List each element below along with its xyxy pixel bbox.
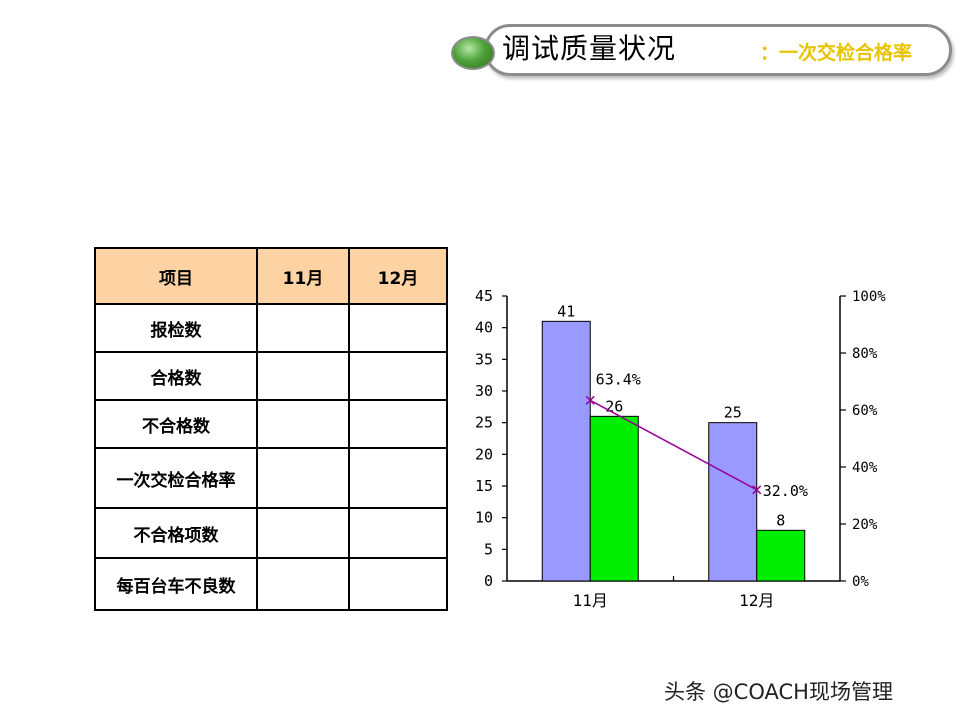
title-banner: [484, 24, 952, 76]
row-label: 不合格项数: [94, 507, 258, 559]
y2-tick-label: 20%: [852, 517, 878, 533]
row-label: 一次交检合格率: [94, 447, 258, 509]
y-tick-label: 20: [475, 445, 493, 463]
quality-table: 项目 11月 12月 报检数 合格数 不合格数 一次交检合格率 不合格项数 每百…: [94, 247, 448, 611]
x-tick-label: 12月: [739, 591, 774, 610]
bar: [541, 320, 591, 582]
page-subtitle: ：一次交检合格率: [760, 42, 913, 64]
cell-nov: [256, 507, 350, 559]
cell-dec: [348, 399, 448, 449]
y-tick-label: 35: [475, 350, 493, 368]
cell-nov: [256, 303, 350, 353]
row-label: 报检数: [94, 303, 258, 353]
rate-line: [589, 399, 758, 491]
title-ball-icon: [451, 36, 495, 70]
watermark: 头条 @COACH现场管理: [664, 680, 893, 704]
y-tick-label: 15: [475, 477, 493, 495]
cell-dec: [348, 557, 448, 611]
rate-label: 32.0%: [763, 482, 808, 500]
row-label: 合格数: [94, 351, 258, 401]
cell-nov: [256, 351, 350, 401]
table-row: 合格数: [94, 351, 448, 401]
page-title: 调试质量状况: [502, 32, 677, 65]
rate-point: [752, 485, 762, 495]
rate-point: [585, 395, 595, 405]
bar-value-label: 8: [776, 511, 785, 529]
bar: [756, 529, 806, 582]
table-row: 不合格数: [94, 399, 448, 449]
row-label: 每百台车不良数: [94, 557, 258, 611]
y-tick-label: 30: [475, 382, 493, 400]
y-tick-label: 25: [475, 414, 493, 432]
y2-tick-label: 80%: [852, 346, 878, 362]
y2-tick-label: 100%: [852, 289, 886, 305]
y-tick-label: 0: [484, 572, 493, 590]
table-row: 报检数: [94, 303, 448, 353]
table-row: 每百台车不良数: [94, 557, 448, 611]
table-header-row: 项目 11月 12月: [94, 247, 448, 305]
y-tick-label: 10: [475, 509, 493, 527]
rate-label: 63.4%: [596, 370, 641, 388]
table-row: 不合格项数: [94, 507, 448, 559]
cell-dec: [348, 303, 448, 353]
table-row: 一次交检合格率: [94, 447, 448, 509]
x-tick-label: 11月: [573, 591, 608, 610]
cell-dec: [348, 447, 448, 509]
bar-value-label: 41: [557, 302, 575, 320]
cell-dec: [348, 507, 448, 559]
y2-tick-label: 60%: [852, 403, 878, 419]
bar: [589, 415, 639, 582]
y2-tick-label: 40%: [852, 460, 878, 476]
y-tick-label: 40: [475, 319, 493, 337]
y2-tick-label: 0%: [852, 574, 869, 590]
y-tick-label: 5: [484, 540, 493, 558]
y-tick-label: 45: [475, 287, 493, 305]
bar: [708, 422, 758, 582]
bar-value-label: 25: [724, 404, 742, 422]
cell-dec: [348, 351, 448, 401]
cell-nov: [256, 557, 350, 611]
header-dec: 12月: [348, 247, 448, 305]
header-item: 项目: [94, 247, 258, 305]
cell-nov: [256, 447, 350, 509]
header-nov: 11月: [256, 247, 350, 305]
cell-nov: [256, 399, 350, 449]
row-label: 不合格数: [94, 399, 258, 449]
